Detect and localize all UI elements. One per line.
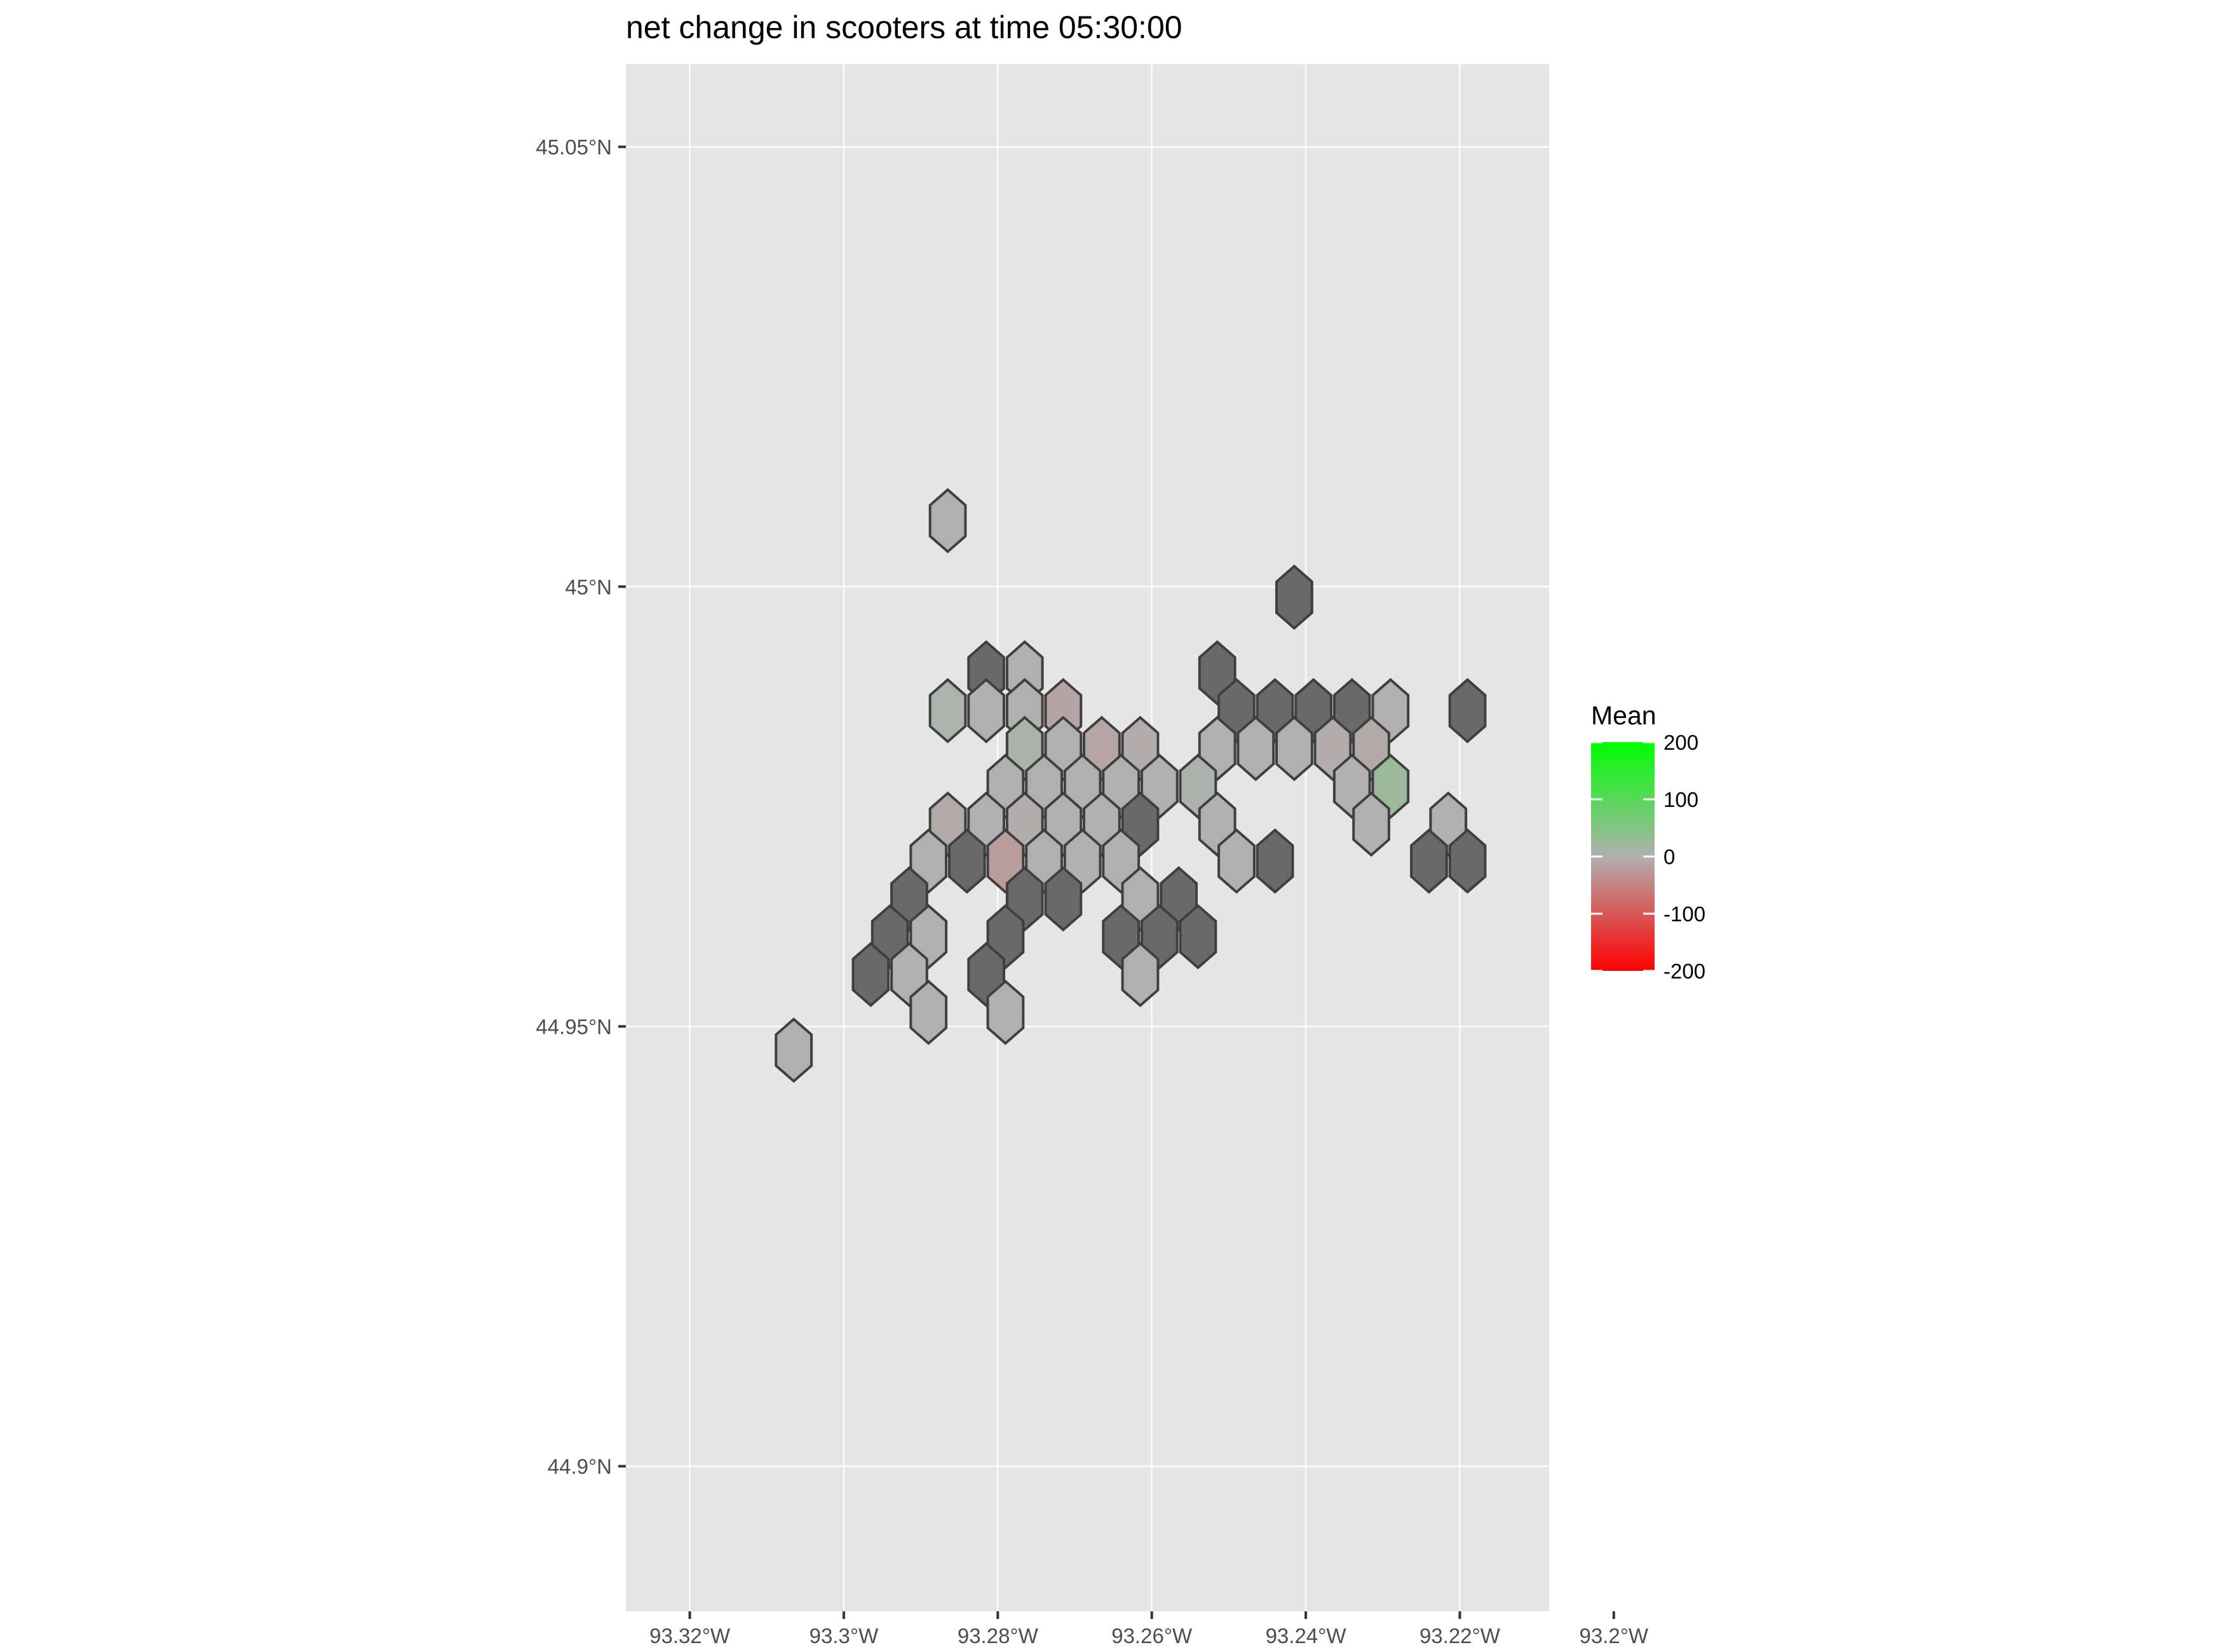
color-legend: Mean 200 100 0 -100 -200 [1591, 701, 1705, 983]
hex-cell-68 [775, 1017, 813, 1083]
y-tick-label-3: 45.05°N [536, 135, 612, 159]
x-tick-label-0: 93.32°W [649, 1624, 731, 1648]
hex-cell-14 [1448, 678, 1487, 743]
legend-ticks: 200 100 0 -100 -200 [1591, 731, 1705, 983]
hex-cell-1 [1275, 564, 1313, 630]
hex-cell-61 [1179, 904, 1217, 970]
hex-cell-53 [1044, 866, 1083, 932]
x-tick-label-3: 93.26°W [1111, 1624, 1193, 1648]
legend-label-3: -100 [1663, 902, 1705, 926]
y-tick-label-1: 44.95°N [536, 1015, 612, 1038]
legend-label-2: 0 [1663, 845, 1675, 869]
hex-cell-47 [1217, 828, 1256, 894]
y-tick-label-2: 45°N [565, 575, 612, 599]
hex-cell-20 [1236, 715, 1275, 782]
hex-cell-65 [1121, 942, 1160, 1008]
hex-cell-5 [928, 678, 967, 743]
hex-cell-42 [948, 828, 986, 894]
hex-cell-50 [1448, 828, 1487, 894]
legend-label-4: -200 [1663, 959, 1705, 983]
legend-title: Mean [1591, 701, 1657, 730]
x-tick-label-5: 93.22°W [1419, 1624, 1501, 1648]
hex-cell-0 [928, 488, 967, 553]
hex-cell-66 [909, 979, 948, 1045]
hex-cell-21 [1275, 715, 1313, 782]
legend-label-0: 200 [1663, 731, 1698, 754]
y-axis: 44.9°N 44.95°N 45°N 45.05°N [536, 135, 626, 1479]
hex-cells [775, 488, 1487, 1083]
hex-cell-39 [1352, 791, 1390, 857]
legend-label-1: 100 [1663, 788, 1698, 811]
x-tick-label-4: 93.24°W [1266, 1624, 1347, 1648]
x-tick-label-1: 93.3°W [810, 1624, 879, 1648]
y-tick-label-0: 44.9°N [548, 1455, 612, 1479]
hex-cell-48 [1256, 828, 1294, 894]
hex-cell-67 [986, 979, 1025, 1045]
hex-cell-6 [967, 678, 1005, 743]
x-tick-label-2: 93.28°W [958, 1624, 1039, 1648]
hex-cell-62 [851, 942, 890, 1008]
chart-title: net change in scooters at time 05:30:00 [626, 10, 1182, 45]
x-axis: 93.32°W 93.3°W 93.28°W 93.26°W 93.24°W 93.22°… [649, 1611, 1649, 1648]
hex-cell-49 [1410, 828, 1448, 894]
x-tick-label-6: 93.2°W [1580, 1624, 1649, 1648]
